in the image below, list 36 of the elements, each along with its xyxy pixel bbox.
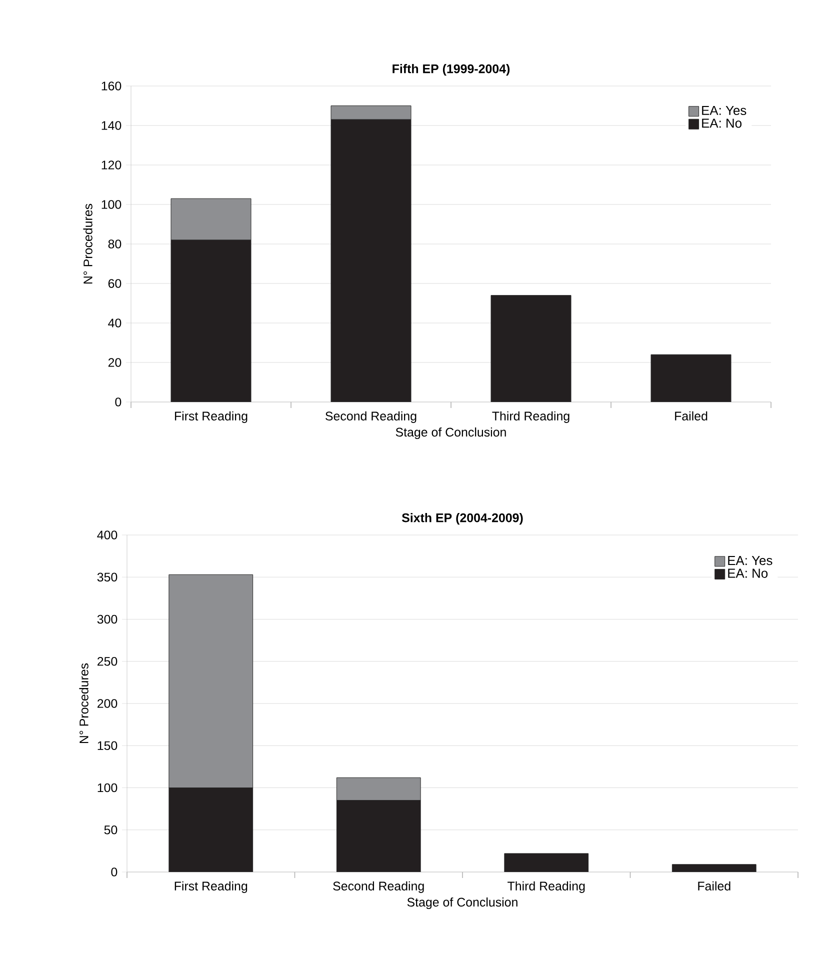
y-tick-label: 400: [97, 530, 118, 540]
legend-label: EA: Yes: [728, 556, 772, 566]
y-tick-label: 0: [111, 868, 118, 876]
x-axis-title: Stage of Conclusion: [407, 897, 518, 910]
x-axis-title: Stage of Conclusion: [396, 427, 506, 440]
x-tick-label: Failed: [698, 881, 730, 890]
x-tick-label: First Reading: [174, 881, 248, 893]
x-tick-label: Third Reading: [492, 411, 570, 423]
x-tick-label: Third Reading: [508, 881, 585, 893]
y-tick-label: 40: [108, 318, 122, 328]
y-tick-label: 140: [102, 121, 122, 130]
y-tick-label: 50: [104, 825, 118, 834]
legend-label: EA: No: [702, 118, 742, 128]
legend-label: EA: No: [728, 568, 768, 578]
x-tick-label: First Reading: [174, 411, 248, 423]
chart-title: Sixth EP (2004-2009): [402, 513, 523, 525]
y-tick-label: 120: [102, 160, 122, 170]
y-tick-label: 100: [102, 200, 122, 209]
y-tick-label: 200: [97, 699, 118, 708]
legend-label: EA: Yes: [702, 106, 746, 116]
y-axis-title: N° Procedures: [79, 663, 88, 744]
x-tick-label: Second Reading: [333, 881, 424, 893]
y-tick-label: 350: [97, 572, 118, 582]
y-tick-label: 160: [102, 82, 122, 90]
y-tick-label: 80: [108, 240, 122, 248]
y-tick-label: 100: [98, 783, 118, 792]
x-tick-label: Failed: [675, 411, 708, 420]
y-tick-label: 0: [115, 398, 122, 406]
chart-title: Fifth EP (1999-2004): [392, 64, 510, 76]
y-tick-label: 150: [98, 741, 118, 750]
y-tick-label: 250: [97, 656, 118, 666]
y-axis-title: N° Procedures: [83, 204, 92, 284]
y-tick-label: 20: [108, 358, 122, 367]
y-tick-label: 300: [97, 614, 118, 624]
x-tick-label: Second Reading: [326, 411, 416, 423]
y-tick-label: 60: [108, 279, 122, 288]
